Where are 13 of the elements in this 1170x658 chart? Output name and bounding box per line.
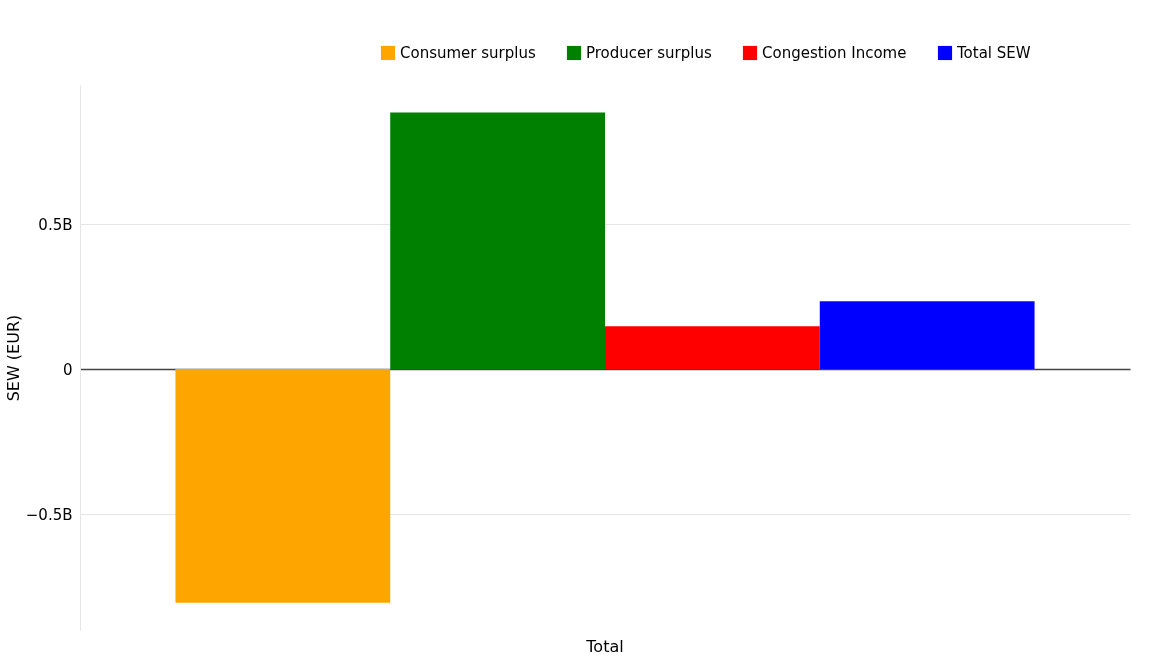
legend-label: Producer surplus xyxy=(586,44,712,62)
y-tick-label: −0.5B xyxy=(25,505,73,524)
y-tick-label: 0 xyxy=(62,360,73,379)
legend-label: Consumer surplus xyxy=(400,44,536,62)
y-tick-label: 0.5B xyxy=(38,215,73,234)
bar xyxy=(390,112,605,370)
x-tick-label: Total xyxy=(585,636,624,656)
legend-label: Congestion Income xyxy=(762,44,907,62)
bar xyxy=(175,369,391,603)
bar xyxy=(605,326,820,370)
bar xyxy=(819,301,1035,370)
legend-label: Total SEW xyxy=(956,44,1031,62)
y-axis-title: SEW (EUR) xyxy=(3,314,23,402)
